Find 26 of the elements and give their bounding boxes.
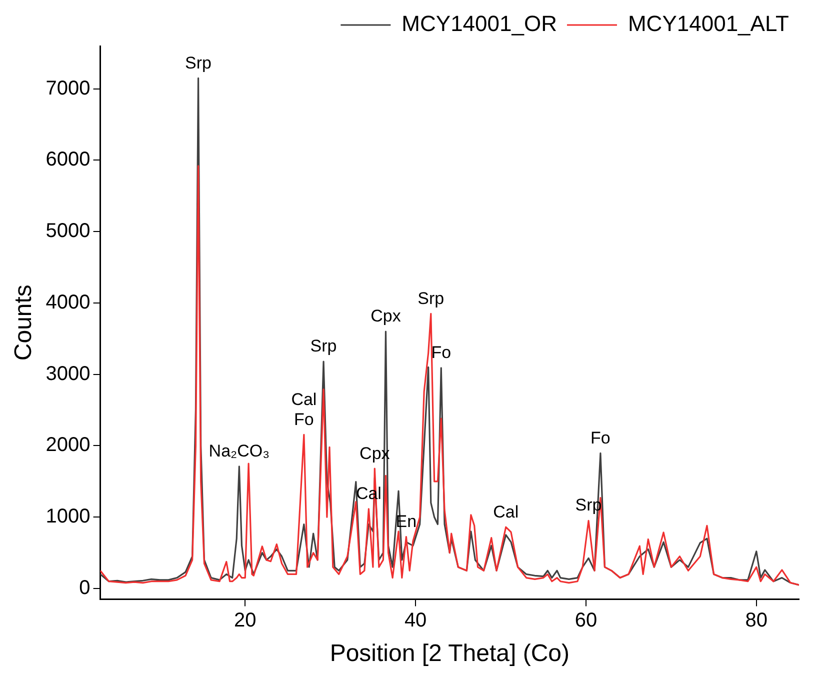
legend-label: MCY14001_OR (402, 11, 557, 36)
annotation: Fo (294, 410, 314, 429)
annotation: Fo (590, 428, 610, 448)
x-tick-label: 40 (404, 610, 427, 632)
x-tick-label: 80 (745, 610, 768, 632)
y-tick-label: 3000 (46, 362, 90, 385)
annotation: Cal (291, 390, 317, 409)
y-tick-label: 4000 (46, 291, 90, 314)
y-tick-label: 5000 (46, 220, 90, 242)
y-tick-label: 6000 (46, 148, 90, 171)
annotation: Cal (493, 502, 519, 522)
x-tick-label: 60 (574, 610, 598, 632)
y-tick-label: 0 (79, 577, 90, 600)
annotation: Fo (431, 343, 452, 362)
y-axis-title: Counts (10, 284, 38, 361)
x-axis-title: Position [2 Theta] (Co) (330, 640, 570, 668)
annotation: Cpx (370, 306, 402, 326)
y-tick-label: 1000 (46, 506, 90, 528)
annotation: Srp (310, 336, 337, 356)
annotation: Srp (185, 53, 212, 72)
y-tick-label: 7000 (46, 77, 90, 100)
y-tick-label: 2000 (46, 434, 90, 456)
annotation: Na₂CO₃ (208, 442, 270, 461)
x-tick-label: 20 (234, 610, 256, 632)
legend-label: MCY14001_ALT (628, 11, 789, 36)
annotation: Srp (418, 288, 444, 308)
